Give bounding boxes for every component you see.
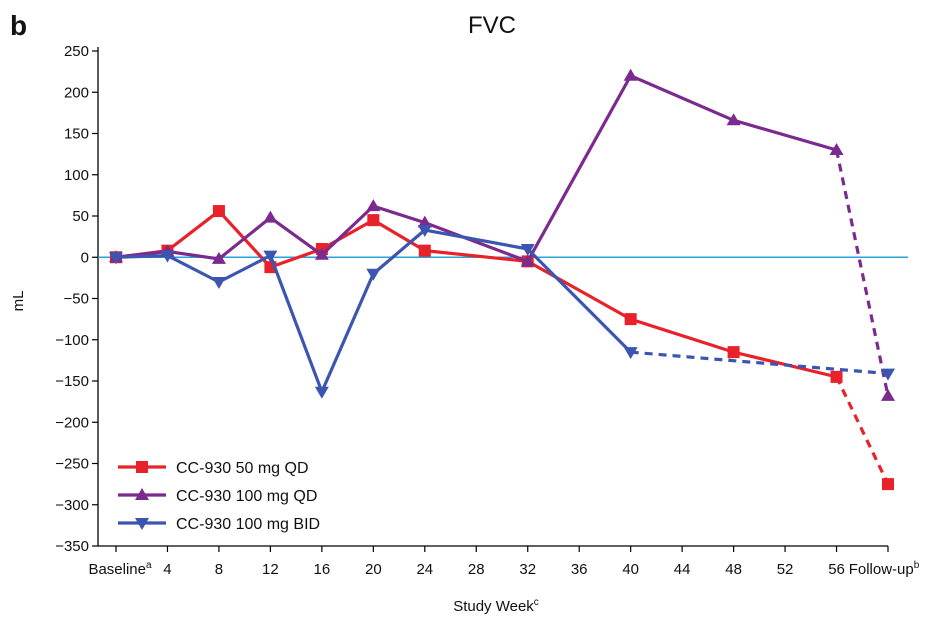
data-point [830,370,843,383]
data-point [366,268,381,281]
data-point [881,388,895,401]
x-tick-label: Baselinea [88,560,152,578]
data-point [212,205,225,218]
series-1 [110,205,894,491]
x-axis-title-superscript: c [534,597,539,608]
x-tick-label-text: Follow-up [849,561,914,578]
series-dashed-segment [835,376,890,485]
x-axis-title-text: Study Week [453,598,534,615]
series-line [115,74,837,263]
chart-title: FVC [468,12,516,39]
data-point [418,244,431,257]
legend-item-2: CC-930 100 mg QD [118,488,317,505]
x-tick-label: 28 [468,561,485,578]
x-tick-label: 44 [674,561,691,578]
data-point [623,68,638,81]
axes: 250 200 150 100 50 0 −50 −100 −150 −200 −250 −300 −3… [55,43,920,578]
x-tick-label: Follow-upb [849,560,920,578]
legend-swatch-marker [136,461,148,473]
y-tick-label: 0 [81,249,89,266]
y-tick-label: 200 [64,84,89,101]
data-point [211,277,226,289]
x-tick-label: 52 [777,561,794,578]
data-point [520,244,535,256]
data-point [367,214,380,227]
data-point [881,368,895,381]
x-tick-label: 48 [725,561,742,578]
series-3 [109,225,895,399]
y-tick-label: 250 [64,43,89,60]
y-tick-label: −250 [55,456,89,473]
y-tick-label: −50 [64,291,89,308]
legend-swatch-marker [135,518,149,530]
data-point [314,247,329,260]
data-point [624,313,637,326]
legend: CC-930 50 mg QD CC-930 100 mg QD CC-930 10… [118,460,320,533]
x-tick-label-superscript: a [146,560,152,571]
x-tick-label: 56 [828,561,845,578]
x-tick-label: 36 [571,561,588,578]
x-tick-label: 16 [314,561,331,578]
y-tick-label: 150 [64,126,89,143]
data-point [417,215,432,228]
y-tick-label: −350 [55,538,89,555]
data-point [726,113,741,126]
y-tick-label: −300 [55,497,89,514]
x-tick-label: 40 [622,561,639,578]
y-tick-label: −100 [55,332,89,349]
data-point [160,250,175,263]
y-tick-label: 50 [72,208,89,225]
x-tick-label-text: Baseline [88,561,146,578]
x-tick-label: 24 [416,561,433,578]
data-point [727,346,740,359]
x-tick-label: 4 [163,561,171,578]
data-point [314,386,329,399]
series-layer [109,68,895,491]
x-axis-title: Study Weekc [453,597,539,615]
data-point [829,143,844,155]
legend-item-3: CC-930 100 mg BID [118,516,320,533]
series-dashed-segment [630,350,889,376]
x-tick-label: 12 [262,561,279,578]
series-2 [109,68,895,401]
y-axis-title: mL [10,291,27,312]
x-tick-label: 8 [215,561,223,578]
data-point [623,347,638,360]
legend-label: CC-930 50 mg QD [176,460,309,477]
data-point [520,254,535,267]
data-point [109,252,123,265]
data-point [263,250,278,263]
data-point [882,478,894,491]
legend-label: CC-930 100 mg QD [176,488,317,505]
y-tick-label: 100 [64,167,89,184]
x-tick-label-superscript: b [914,560,920,571]
data-point [366,199,381,212]
y-tick-label: −150 [55,373,89,390]
x-tick-label: 32 [519,561,536,578]
y-tick-label: −200 [55,414,89,431]
legend-swatch-marker [135,488,149,500]
data-point [417,225,432,238]
x-tick-label: 20 [365,561,382,578]
series-dashed-segment [834,149,890,397]
legend-item-1: CC-930 50 mg QD [118,460,309,477]
data-point [211,251,226,264]
panel-label: b [10,10,27,41]
data-point [263,210,278,223]
legend-label: CC-930 100 mg BID [176,516,320,533]
